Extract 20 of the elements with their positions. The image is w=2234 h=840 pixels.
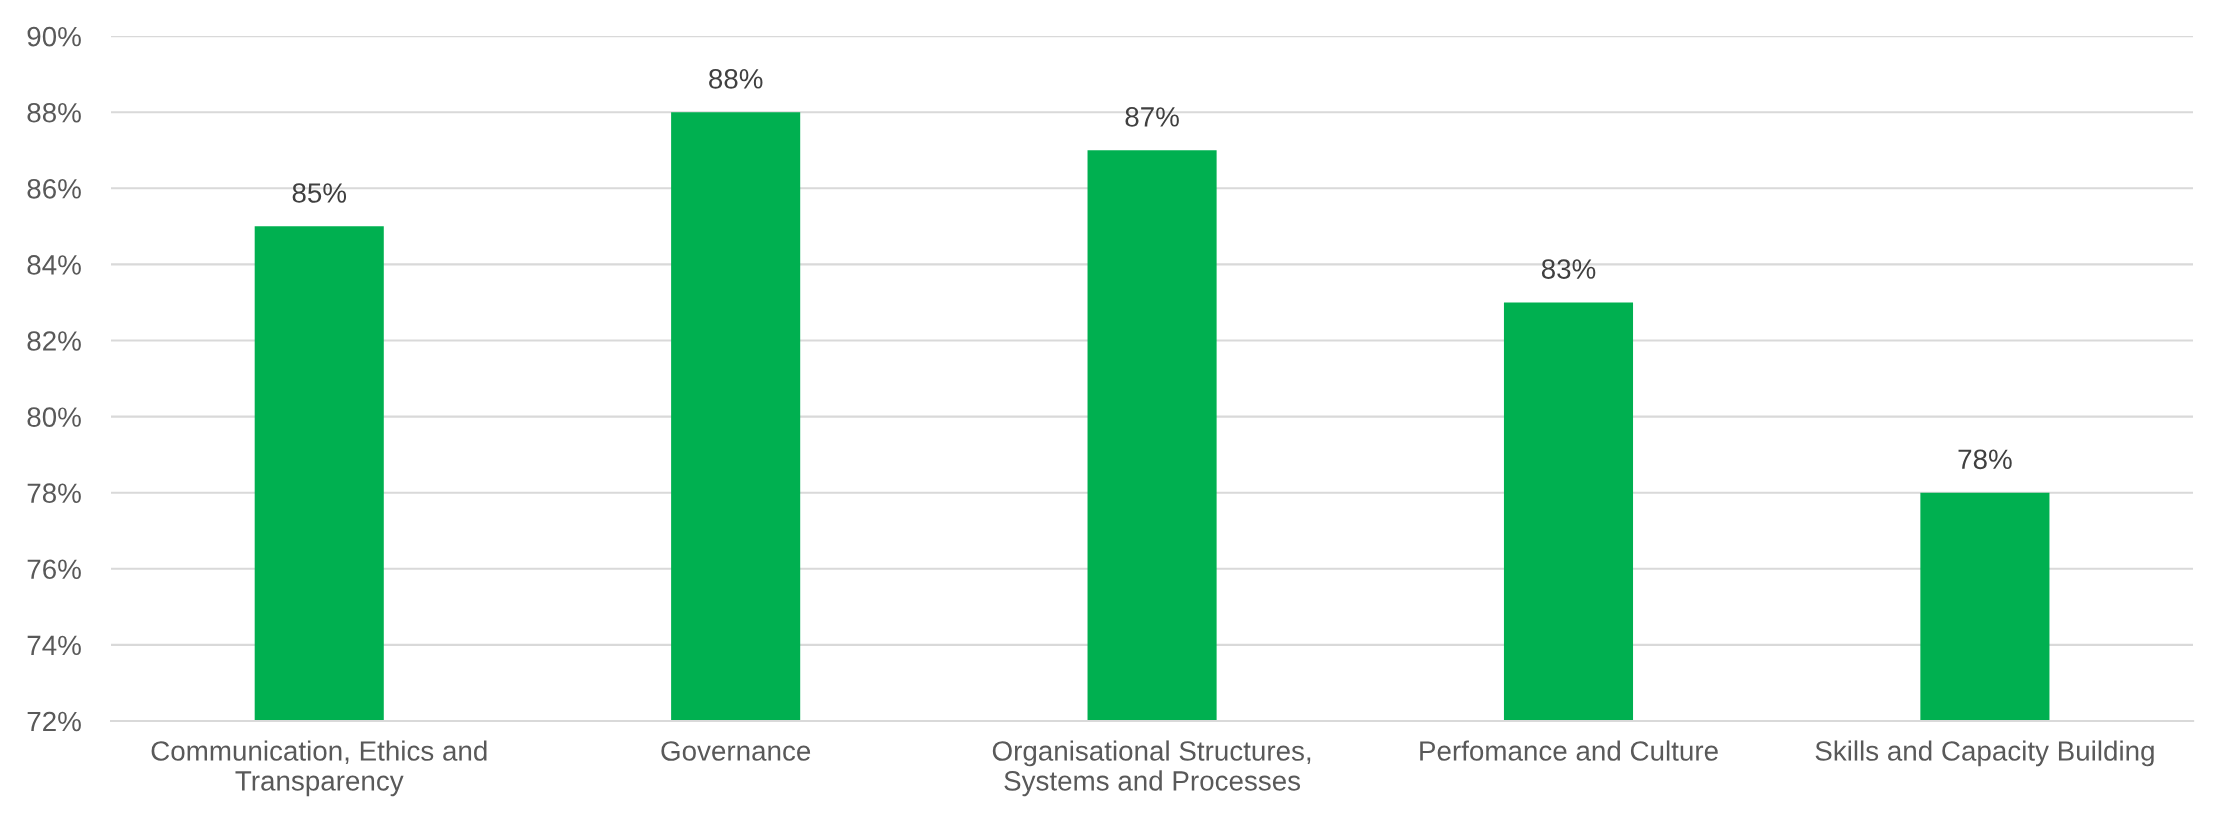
y-tick-label: 84% [27, 255, 81, 275]
y-tick-label: 78% [27, 483, 81, 504]
data-label: 78% [1958, 449, 2012, 470]
y-tick-label: 74% [27, 635, 81, 656]
y-tick-label: 80% [27, 407, 81, 427]
y-tick-label: 82% [27, 331, 81, 351]
data-label: 87% [1125, 107, 1179, 127]
data-label: 88% [709, 69, 763, 89]
data-label: 83% [1541, 259, 1596, 279]
y-tick-label: 76% [27, 559, 81, 580]
data-label: 85% [292, 183, 347, 203]
x-tick-label: Communication, Ethics and Transparency [151, 740, 487, 797]
x-tick-label: Governance [661, 741, 811, 761]
y-tick-label: 90% [27, 26, 81, 47]
x-tick-label: Organisational Structures, Systems and Processes [992, 740, 1311, 797]
y-tick-label: 72% [27, 711, 81, 732]
y-tick-label: 88% [27, 102, 81, 123]
x-tick-label: Perfomance and Culture [1420, 740, 1718, 761]
x-tick-label: Skills and Capacity Building [1815, 740, 2154, 767]
y-tick-label: 86% [27, 178, 81, 199]
